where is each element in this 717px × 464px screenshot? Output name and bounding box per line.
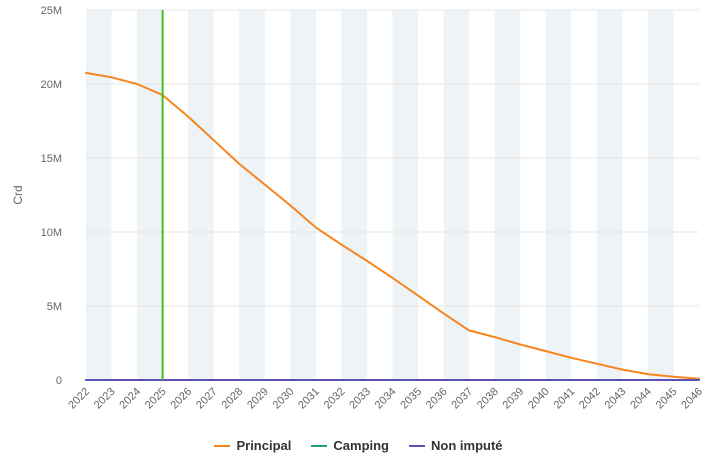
- x-tick-label: 2027: [194, 386, 220, 412]
- y-tick-label: 5M: [47, 301, 62, 313]
- y-tick-label: 0: [56, 375, 62, 387]
- x-tick-label: 2031: [296, 386, 322, 412]
- x-tick-label: 2040: [526, 386, 552, 412]
- legend-label: Principal: [236, 438, 292, 453]
- x-tick-label: 2044: [628, 386, 654, 412]
- x-axis-ticks: 2022 2023 2024 2025 2026 2027 2028 2029 2030 2031…: [66, 386, 705, 412]
- plot-band: [443, 10, 470, 380]
- x-tick-label: 2043: [603, 386, 629, 412]
- plot-band: [545, 10, 572, 380]
- legend-swatch: [214, 444, 231, 447]
- y-axis-ticks: 0 5M 10M 15M 20M 25M: [41, 5, 62, 387]
- plot-band: [188, 10, 214, 380]
- x-tick-label: 2023: [92, 386, 118, 412]
- y-tick-label: 25M: [41, 5, 62, 17]
- x-tick-label: 2022: [66, 386, 92, 412]
- x-tick-label: 2046: [679, 386, 705, 412]
- plot-bands: [86, 10, 674, 380]
- legend-item[interactable]: Principal: [214, 438, 291, 453]
- x-tick-label: 2038: [475, 386, 501, 412]
- plot-band: [239, 10, 265, 380]
- plot-band: [647, 10, 674, 380]
- plot-band: [290, 10, 316, 380]
- y-tick-label: 15M: [41, 153, 62, 165]
- x-tick-label: 2029: [245, 386, 271, 412]
- x-tick-label: 2034: [373, 386, 399, 412]
- legend-swatch: [409, 444, 426, 447]
- x-tick-label: 2032: [322, 386, 348, 412]
- x-tick-label: 2025: [143, 386, 169, 412]
- legend-item[interactable]: Non imputé: [409, 438, 503, 453]
- x-tick-label: 2024: [117, 386, 143, 412]
- plot-band: [392, 10, 419, 380]
- plot-band: [341, 10, 367, 380]
- series-lines: [85, 71, 700, 381]
- x-tick-label: 2030: [271, 386, 297, 412]
- y-tick-label: 10M: [41, 227, 62, 239]
- x-tick-label: 2045: [654, 386, 680, 412]
- x-tick-label: 2041: [552, 386, 578, 412]
- legend-label: Non imputé: [431, 438, 503, 453]
- legend: Principal Camping Non imputé: [0, 438, 717, 453]
- legend-label: Camping: [333, 438, 390, 453]
- series-line[interactable]: [85, 71, 700, 380]
- y-axis-title: Crd: [11, 185, 25, 204]
- plot-band: [494, 10, 521, 380]
- plot-band: [596, 10, 623, 380]
- x-tick-label: 2028: [220, 386, 246, 412]
- x-tick-label: 2036: [424, 386, 450, 412]
- plot-band: [86, 10, 112, 380]
- y-tick-label: 20M: [41, 79, 62, 91]
- x-tick-label: 2035: [398, 386, 424, 412]
- plot-band: [137, 10, 163, 380]
- legend-item[interactable]: Camping: [311, 438, 389, 453]
- x-tick-label: 2033: [347, 386, 373, 412]
- x-tick-label: 2026: [168, 386, 194, 412]
- x-tick-label: 2037: [449, 386, 475, 412]
- x-tick-label: 2039: [501, 386, 527, 412]
- x-tick-label: 2042: [577, 386, 603, 412]
- legend-swatch: [311, 444, 328, 447]
